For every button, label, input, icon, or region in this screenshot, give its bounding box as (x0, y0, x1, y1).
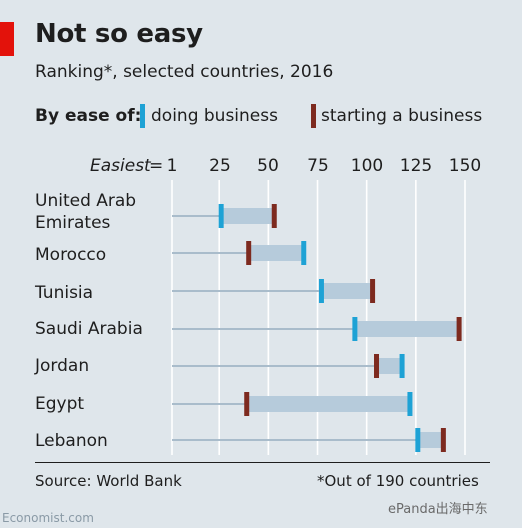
range-egypt (246, 396, 410, 412)
tick-label-50: 50 (257, 156, 279, 176)
range-tunisia (321, 283, 373, 299)
marker-doing-saudi-arabia (352, 317, 358, 341)
legend-item-starting-business: starting a business (321, 106, 483, 126)
marker-doing-united-arab-emirates (218, 204, 224, 228)
marker-doing-tunisia (318, 279, 324, 303)
legend-swatch-starting-business (311, 104, 316, 128)
marker-starting-saudi-arabia (456, 317, 462, 341)
range-morocco (248, 245, 304, 261)
range-saudi-arabia (354, 321, 460, 337)
row-label-tunisia: Tunisia (35, 283, 94, 303)
chart-title: Not so easy (35, 19, 203, 49)
marker-doing-morocco (301, 241, 307, 265)
chart-subtitle: Ranking*, selected countries, 2016 (35, 62, 334, 82)
row-label-uae-line2: Emirates (35, 213, 111, 233)
marker-starting-egypt (244, 392, 250, 416)
range-jordan (376, 358, 403, 374)
marker-starting-jordan (374, 354, 380, 378)
axis-eq-sign: = (149, 156, 164, 176)
range-lebanon (417, 432, 444, 448)
bottom-divider (35, 462, 490, 463)
marker-doing-jordan (399, 354, 405, 378)
row-label-egypt: Egypt (35, 394, 85, 414)
tick-label-150: 150 (448, 156, 482, 176)
legend-item-doing-business: doing business (151, 106, 278, 126)
legend-swatch-doing-business (140, 104, 145, 128)
row-label-uae: United Arab Emirates (35, 190, 136, 234)
marker-starting-lebanon (440, 428, 446, 452)
marker-starting-morocco (246, 241, 252, 265)
marker-doing-egypt (407, 392, 413, 416)
row-label-morocco: Morocco (35, 245, 107, 265)
axis-prefix-label: Easiest (90, 156, 151, 176)
row-label-lebanon: Lebanon (35, 431, 108, 451)
tick-label-25: 25 (209, 156, 231, 176)
row-label-uae-line1: United Arab (35, 191, 137, 211)
tick-label-100: 100 (350, 156, 384, 176)
marker-starting-tunisia (370, 279, 376, 303)
site-tag: Economist.com (2, 511, 94, 525)
watermark-text: ePanda出海中东 (388, 502, 488, 517)
footnote: *Out of 190 countries (317, 472, 479, 490)
tick-label-1: 1 (166, 156, 178, 176)
tick-label-75: 75 (307, 156, 329, 176)
marker-starting-united-arab-emirates (271, 204, 277, 228)
legend-label: By ease of: (35, 106, 142, 126)
marker-doing-lebanon (415, 428, 421, 452)
tick-label-125: 125 (399, 156, 433, 176)
row-label-jordan: Jordan (35, 356, 90, 376)
range-united-arab-emirates (221, 208, 275, 224)
source-note: Source: World Bank (35, 472, 182, 490)
brand-red-tab (0, 22, 14, 56)
row-label-saudi-arabia: Saudi Arabia (35, 319, 143, 339)
